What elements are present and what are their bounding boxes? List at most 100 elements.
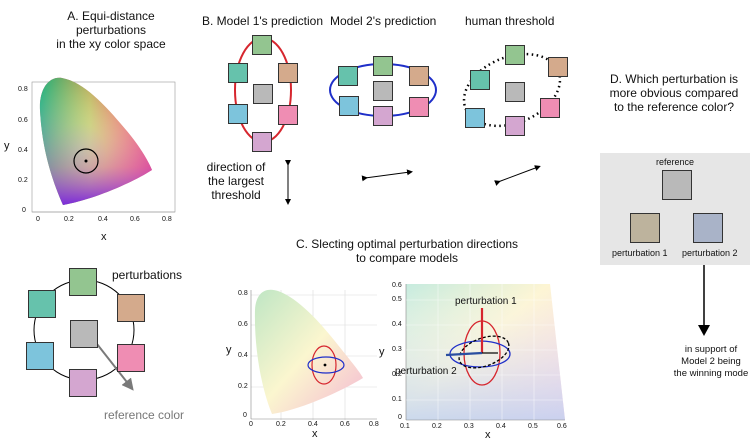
c-left-ytick-3: 0.6 <box>238 321 248 328</box>
panel-b-title-human: human threshold <box>465 14 555 28</box>
c-pert1-label: perturbation 1 <box>455 296 517 307</box>
panel-a-square-lilac <box>69 369 97 397</box>
conclusion-line1: in support of <box>684 344 738 355</box>
panel-a-axes <box>31 81 176 213</box>
m2-square-blue <box>339 96 359 116</box>
panel-a-perturbations-label: perturbations <box>112 268 183 282</box>
c-left-xtick-3: 0.6 <box>340 421 350 428</box>
c-right-xtick-3: 0.4 <box>496 423 506 430</box>
c-left-xlabel: x <box>312 428 318 440</box>
h-square-teal <box>470 70 490 90</box>
direction-line1: direction of <box>206 160 266 174</box>
panel-a-ylabel: y <box>4 140 10 152</box>
panel-a-xtick-3: 0.6 <box>130 216 140 223</box>
panel-c-title: C. Slecting optimal perturbation directi… <box>262 237 552 265</box>
panel-a-ytick-3: 0.6 <box>18 117 28 124</box>
panel-a-ytick-0: 0 <box>22 207 26 214</box>
c-left-xtick-1: 0.2 <box>276 421 286 428</box>
panel-d-title-line1: D. Which perturbation is <box>609 72 739 86</box>
m1-square-teal <box>228 63 248 83</box>
direction-line3: threshold <box>211 188 261 202</box>
c-right-xtick-5: 0.6 <box>557 423 567 430</box>
panel-a-title-line1: A. Equi-distance <box>67 9 155 23</box>
panel-d-pert1-square <box>630 213 660 243</box>
m1-square-gray <box>253 84 273 104</box>
m1-square-green <box>252 35 272 55</box>
panel-a-ytick-4: 0.8 <box>18 86 28 93</box>
panel-a-xtick-0: 0 <box>36 216 40 223</box>
c-right-ytick-1: 0.1 <box>392 396 402 403</box>
panel-c-dashed-ellipse <box>458 335 510 369</box>
c-left-ytick-1: 0.2 <box>238 383 248 390</box>
panel-a-ytick-1: 0.2 <box>18 177 28 184</box>
panel-d-pert2-square <box>693 213 723 243</box>
panel-a-xlabel: x <box>101 231 107 243</box>
panel-a-square-pink <box>117 344 145 372</box>
c-right-xlabel: x <box>485 429 491 441</box>
panel-a-title-line2: perturbations <box>75 23 147 37</box>
c-left-ytick-2: 0.4 <box>238 352 248 359</box>
panel-c-title-line1: C. Slecting optimal perturbation directi… <box>295 237 519 251</box>
panel-a-square-blue <box>26 342 54 370</box>
panel-a-title: A. Equi-distance perturbations in the xy… <box>36 9 186 51</box>
m2-square-tan <box>409 66 429 86</box>
m2-square-gray <box>373 81 393 101</box>
conclusion-line2: Model 2 being <box>681 356 741 367</box>
panel-a-square-green <box>69 268 97 296</box>
m1-square-tan <box>278 63 298 83</box>
panel-a-reference-circle <box>73 148 99 174</box>
m1-square-blue <box>228 104 248 124</box>
panel-d-title: D. Which perturbation is more obvious co… <box>594 72 754 114</box>
c-right-xtick-4: 0.5 <box>528 423 538 430</box>
panel-a-xtick-1: 0.2 <box>64 216 74 223</box>
panel-a-square-tan <box>117 294 145 322</box>
panel-d-title-line3: to the reference color? <box>613 100 735 114</box>
panel-a-title-line3: in the xy color space <box>56 37 166 51</box>
h-square-gray <box>505 82 525 102</box>
direction-line2: the largest <box>207 174 265 188</box>
c-left-ytick-0: 0 <box>243 412 247 419</box>
m2-square-lilac <box>373 106 393 126</box>
c-left-ytick-4: 0.8 <box>238 290 248 297</box>
panel-d-pert1-label: perturbation 1 <box>612 248 668 258</box>
h-square-green <box>505 45 525 65</box>
c-right-xtick-1: 0.2 <box>432 423 442 430</box>
c-right-ytick-6: 0.6 <box>392 282 402 289</box>
c-right-ytick-5: 0.5 <box>392 296 402 303</box>
c-left-xtick-4: 0.8 <box>369 421 379 428</box>
panel-a-square-teal <box>28 290 56 318</box>
human-direction-arrow <box>494 165 541 186</box>
c-pert2-label: perturbation 2 <box>395 366 457 377</box>
panel-b-title-model1: B. Model 1's prediction <box>202 14 324 28</box>
c-left-xtick-0: 0 <box>249 421 253 428</box>
model2-direction-arrow <box>361 169 413 182</box>
c-right-xtick-2: 0.3 <box>464 423 474 430</box>
panel-d-box: reference perturbation 1 perturbation 2 <box>600 153 750 265</box>
c-right-ytick-4: 0.4 <box>392 321 402 328</box>
h-square-tan <box>548 57 568 77</box>
c-right-ytick-2: 0.2 <box>392 371 402 378</box>
panel-d-pert2-label: perturbation 2 <box>682 248 738 258</box>
m2-square-green <box>373 56 393 76</box>
panel-d-title-line2: more obvious compared <box>609 86 739 100</box>
panel-a-reference-label: reference color <box>104 408 185 422</box>
panel-c-title-line2: to compare models <box>355 251 459 265</box>
c-left-xtick-2: 0.4 <box>308 421 318 428</box>
panel-d-reference-square <box>662 170 692 200</box>
panel-d-conclusion: in support of Model 2 being the winning … <box>666 344 756 380</box>
panel-c-left-plot <box>250 289 377 420</box>
c-right-ylabel: y <box>379 346 385 358</box>
c-right-ytick-0: 0 <box>398 414 402 421</box>
c-left-ylabel: y <box>226 344 232 356</box>
panel-a-ytick-2: 0.4 <box>18 147 28 154</box>
panel-a-xtick-4: 0.8 <box>162 216 172 223</box>
panel-d-reference-label: reference <box>655 157 695 167</box>
m1-square-lilac <box>252 132 272 152</box>
h-square-pink <box>540 98 560 118</box>
m1-square-pink <box>278 105 298 125</box>
conclusion-line3: the winning mode <box>673 368 749 379</box>
c-right-xtick-0: 0.1 <box>400 423 410 430</box>
h-square-lilac <box>505 116 525 136</box>
panel-b-title-model2: Model 2's prediction <box>330 14 437 28</box>
